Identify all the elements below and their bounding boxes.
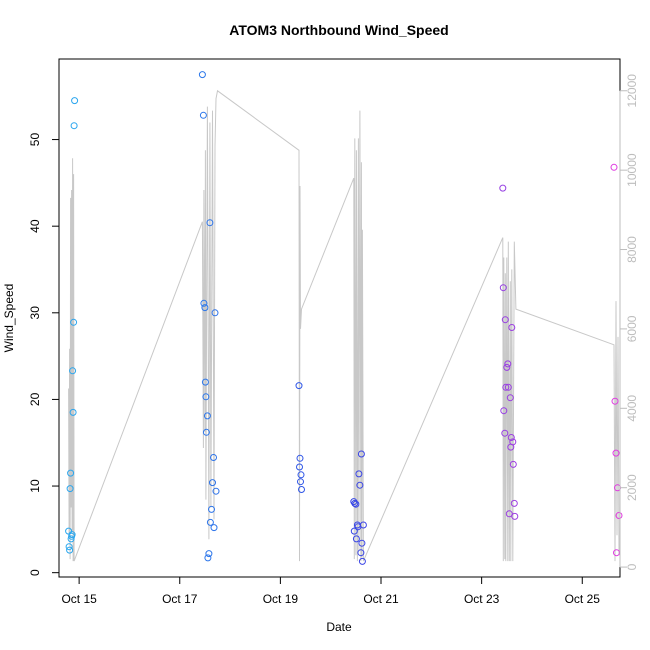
wind-speed-point [67, 469, 75, 477]
wind-speed-point [355, 470, 363, 478]
wind-speed-point [611, 397, 619, 405]
y-tick-label: 40 [28, 219, 42, 233]
wind-speed-point [504, 383, 512, 391]
wind-speed-point [505, 510, 513, 518]
wind-speed-point [358, 539, 366, 547]
secondary-y-tick-label: 12000 [625, 74, 639, 108]
wind-speed-point [67, 535, 75, 543]
wind-speed-point [506, 394, 514, 402]
wind-speed-point [352, 500, 360, 508]
wind-speed-point [210, 524, 218, 532]
wind-speed-point [615, 512, 623, 519]
wind-speed-point [510, 499, 518, 507]
wind-speed-points-layer [65, 71, 623, 565]
wind-speed-point [298, 486, 305, 493]
wind-speed-point [209, 479, 216, 487]
wind-speed-point [68, 531, 76, 539]
wind-speed-point [503, 363, 511, 371]
x-tick-label: Oct 23 [464, 592, 500, 606]
x-tick-label: Oct 25 [565, 592, 601, 606]
wind-speed-point [70, 318, 78, 326]
x-axis-label: Date [326, 620, 352, 634]
y-tick-label: 20 [28, 392, 42, 406]
secondary-y-tick-label: 6000 [625, 315, 639, 342]
wind-speed-point [66, 546, 74, 554]
secondary-y-tick-label: 10000 [625, 153, 639, 187]
wind-speed-point [201, 378, 209, 386]
wind-speed-point [502, 383, 510, 391]
wind-speed-point [359, 521, 367, 529]
wind-speed-point [212, 487, 220, 495]
wind-speed-point [297, 471, 305, 479]
secondary-y-axis: 0 2000 4000 6000 8000 10000 12000 [619, 74, 639, 570]
x-tick-label: Oct 15 [61, 592, 97, 606]
wind-speed-point [610, 163, 618, 171]
secondary-y-tick-label: 0 [625, 563, 639, 570]
wind-speed-point [69, 408, 77, 416]
wind-speed-point [500, 407, 508, 415]
wind-speed-point [501, 316, 509, 324]
wind-speed-point [206, 219, 214, 227]
wind-speed-point [499, 184, 507, 192]
wind-speed-point [357, 549, 365, 557]
wind-speed-point [350, 527, 358, 535]
wind-speed-point [295, 382, 303, 390]
wind-speed-point [203, 412, 211, 420]
wind-speed-point [206, 518, 214, 526]
y-tick-label: 50 [28, 133, 42, 147]
wind-speed-point [70, 122, 78, 130]
y-tick-label: 10 [28, 479, 42, 493]
wind-speed-point [204, 554, 212, 562]
wind-speed-point [296, 454, 304, 462]
secondary-series-line [68, 89, 620, 562]
wind-speed-point [211, 309, 219, 317]
wind-speed-point [65, 527, 73, 535]
secondary-y-tick-label: 4000 [625, 395, 639, 422]
wind-speed-point [351, 499, 359, 507]
wind-speed-point [201, 304, 209, 312]
wind-speed-point [205, 550, 213, 558]
plot-area-frame [58, 58, 621, 578]
wind-speed-point [352, 535, 360, 543]
wind-speed-point [356, 481, 364, 489]
wind-speed-point [612, 449, 620, 457]
wind-speed-point [200, 299, 208, 307]
wind-speed-point [71, 97, 79, 105]
y-axis: 0 10 20 30 40 50 [28, 133, 60, 576]
wind-speed-point [499, 284, 507, 292]
wind-speed-point [508, 324, 516, 331]
wind-speed-point [198, 71, 206, 79]
wind-speed-point [357, 450, 365, 458]
wind-speed-point [297, 478, 304, 486]
wind-speed-point [66, 485, 74, 493]
x-axis: Oct 15 Oct 17 Oct 19 Oct 21 Oct 23 Oct 25 [61, 576, 601, 606]
wind-speed-point [358, 557, 366, 565]
wind-speed-point [501, 429, 509, 437]
wind-speed-point [202, 393, 210, 401]
chart-title: ATOM3 Northbound Wind_Speed [229, 22, 448, 38]
wind-speed-point [210, 454, 217, 461]
wind-speed-point [511, 512, 519, 520]
secondary-y-tick-label: 2000 [625, 474, 639, 501]
wind-speed-point [208, 505, 215, 513]
wind-speed-point [504, 360, 512, 368]
wind-speed-point [296, 463, 303, 471]
x-tick-label: Oct 19 [263, 592, 299, 606]
wind-speed-point [65, 543, 73, 551]
wind-speed-point [509, 460, 517, 468]
y-tick-label: 0 [28, 569, 42, 576]
wind-speed-point [509, 438, 517, 446]
y-tick-label: 30 [28, 306, 42, 320]
wind-speed-point [69, 367, 77, 375]
y-axis-label: Wind_Speed [2, 284, 16, 353]
secondary-y-tick-label: 8000 [625, 236, 639, 263]
x-tick-label: Oct 17 [162, 592, 198, 606]
wind-speed-point [199, 111, 207, 119]
secondary-line-layer [68, 89, 620, 562]
x-tick-label: Oct 21 [363, 592, 399, 606]
wind-speed-point [507, 434, 515, 441]
wind-speed-point [202, 428, 210, 436]
